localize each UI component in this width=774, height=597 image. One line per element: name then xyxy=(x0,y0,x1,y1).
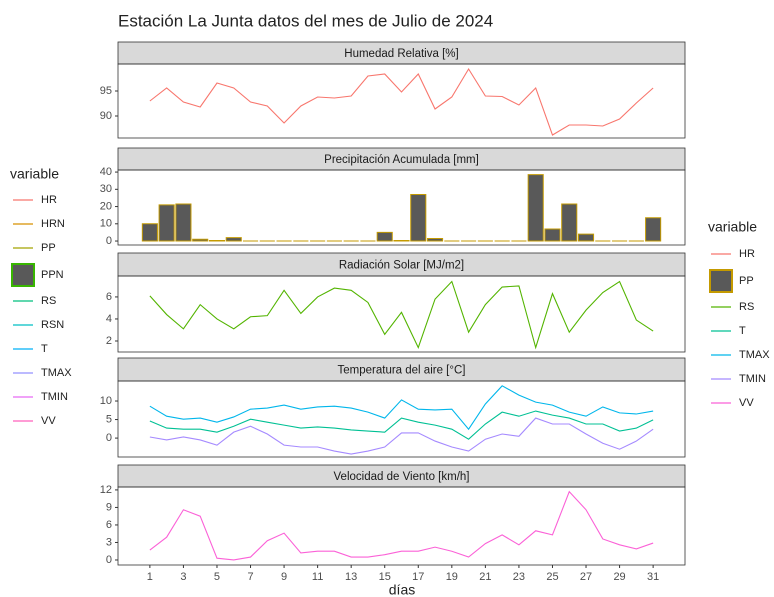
legend-label: T xyxy=(41,343,48,355)
y-tick-label: 30 xyxy=(100,183,112,195)
bar xyxy=(141,223,158,242)
x-tick-label: 21 xyxy=(479,571,491,583)
legend-label: TMIN xyxy=(739,373,766,385)
bar xyxy=(410,193,427,242)
x-tick-label: 7 xyxy=(247,571,253,583)
y-tick-label: 6 xyxy=(106,291,112,303)
y-tick-label: 95 xyxy=(100,85,112,97)
panel xyxy=(117,486,686,566)
strip-title: Radiación Solar [MJ/m2] xyxy=(339,260,464,272)
strip-title: Velocidad de Viento [km/h] xyxy=(334,471,470,483)
strip-title: Humedad Relativa [%] xyxy=(344,48,458,60)
legend-label: TMIN xyxy=(41,391,68,403)
x-tick-label: 13 xyxy=(345,571,357,583)
bar xyxy=(645,217,662,242)
bar xyxy=(393,240,410,242)
legend-label: PP xyxy=(41,242,56,254)
strip-title: Temperatura del aire [°C] xyxy=(338,365,466,377)
y-tick-label: 0 xyxy=(106,432,112,444)
line-series xyxy=(149,67,654,136)
y-tick-label: 9 xyxy=(106,501,112,513)
legend-label: T xyxy=(739,325,746,337)
bar xyxy=(544,228,561,242)
x-tick-label: 15 xyxy=(379,571,391,583)
legend-label: VV xyxy=(41,415,56,427)
y-tick-label: 20 xyxy=(100,200,112,212)
x-tick-label: 5 xyxy=(214,571,220,583)
legend-label: PPN xyxy=(41,269,64,281)
y-tick-label: 10 xyxy=(100,218,112,230)
y-tick-label: 6 xyxy=(106,519,112,531)
panel xyxy=(117,275,686,353)
bar xyxy=(175,203,192,242)
legend-title: variable xyxy=(708,219,757,235)
y-tick-label: 0 xyxy=(106,235,112,247)
x-tick-label: 27 xyxy=(580,571,592,583)
x-tick-label: 9 xyxy=(281,571,287,583)
line-series xyxy=(149,410,654,440)
chart-title: Estación La Junta datos del mes de Julio… xyxy=(118,11,493,30)
bar xyxy=(192,238,209,242)
x-tick-label: 25 xyxy=(546,571,558,583)
legend-label: HR xyxy=(41,194,57,206)
y-tick-label: 90 xyxy=(100,110,112,122)
strip-title: Precipitación Acumulada [mm] xyxy=(324,154,479,166)
legend-label: PP xyxy=(739,275,754,287)
y-tick-label: 2 xyxy=(106,335,112,347)
legend-key xyxy=(11,263,35,287)
panel xyxy=(117,63,686,139)
y-tick-label: 3 xyxy=(106,536,112,548)
x-tick-label: 11 xyxy=(312,571,323,583)
y-tick-label: 40 xyxy=(100,166,112,178)
line-series xyxy=(149,280,654,350)
bar xyxy=(527,174,544,242)
legend-label: HRN xyxy=(41,218,65,230)
bar xyxy=(208,240,226,242)
panel xyxy=(117,169,686,246)
bar xyxy=(158,204,175,242)
legend-label: RSN xyxy=(41,319,64,331)
x-tick-label: 29 xyxy=(613,571,625,583)
x-tick-label: 19 xyxy=(446,571,458,583)
x-tick-label: 1 xyxy=(147,571,153,583)
legend-key xyxy=(709,269,733,293)
bar xyxy=(561,203,578,242)
y-tick-label: 0 xyxy=(106,554,112,566)
x-axis-label: días xyxy=(389,582,415,597)
legend-label: HR xyxy=(739,248,755,260)
bar xyxy=(376,231,393,242)
y-tick-label: 5 xyxy=(106,413,112,425)
y-tick-label: 4 xyxy=(106,313,112,325)
x-tick-label: 3 xyxy=(180,571,186,583)
bar xyxy=(577,233,595,242)
x-tick-label: 17 xyxy=(412,571,424,583)
x-tick-label: 23 xyxy=(513,571,525,583)
legend-label: RS xyxy=(739,301,754,313)
y-tick-label: 10 xyxy=(100,395,112,407)
y-tick-label: 12 xyxy=(100,484,112,496)
legend-label: TMAX xyxy=(739,349,770,361)
line-series xyxy=(149,385,654,431)
legend-label: RS xyxy=(41,295,56,307)
x-tick-label: 31 xyxy=(647,571,659,583)
legend-title: variable xyxy=(10,166,59,182)
bar xyxy=(427,237,444,242)
panel xyxy=(117,380,686,458)
line-series xyxy=(149,417,654,455)
bar xyxy=(225,237,242,242)
legend-label: VV xyxy=(739,397,754,409)
legend-label: TMAX xyxy=(41,367,72,379)
line-series xyxy=(149,490,654,561)
